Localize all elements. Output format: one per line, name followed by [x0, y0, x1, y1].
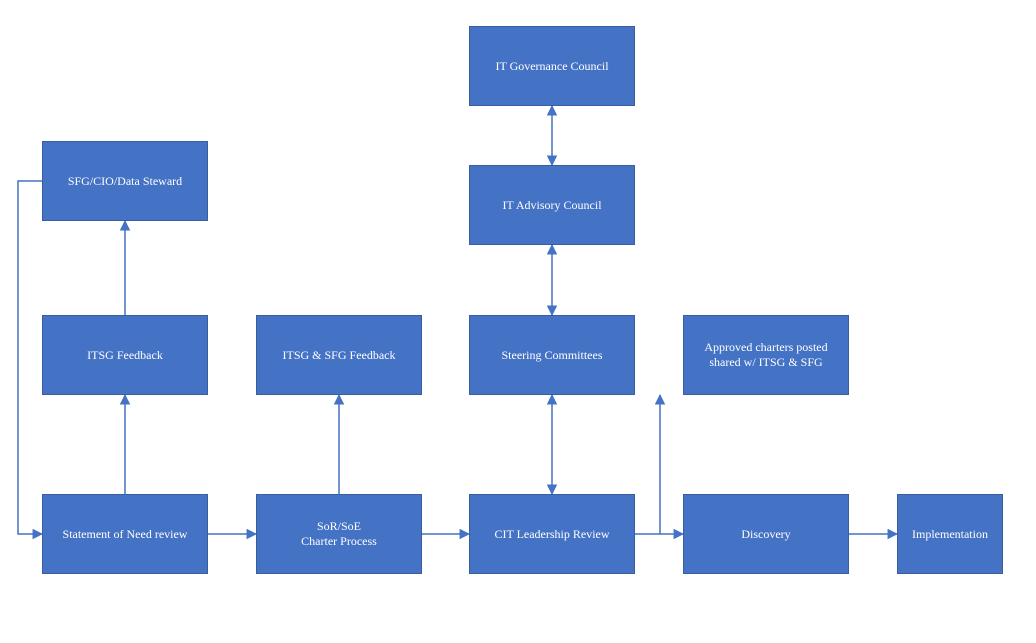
node-implementation: Implementation	[897, 494, 1003, 574]
node-label: SFG/CIO/Data Steward	[68, 174, 182, 189]
node-itsg-sfg: ITSG & SFG Feedback	[256, 315, 422, 395]
edge-sfg-to-statement-loop	[18, 181, 42, 534]
node-label: SoR/SoECharter Process	[301, 519, 377, 549]
node-discovery: Discovery	[683, 494, 849, 574]
node-cit-review: CIT Leadership Review	[469, 494, 635, 574]
diagram-canvas: SFG/CIO/Data Steward ITSG Feedback ITSG & …	[0, 0, 1036, 643]
node-label: CIT Leadership Review	[494, 527, 609, 542]
node-label: Statement of Need review	[63, 527, 188, 542]
node-approved: Approved charters posted shared w/ ITSG …	[683, 315, 849, 395]
node-label: Steering Committees	[502, 348, 603, 363]
node-label: IT Advisory Council	[502, 198, 601, 213]
node-itsg-feedback: ITSG Feedback	[42, 315, 208, 395]
node-label: Implementation	[912, 527, 988, 542]
node-statement: Statement of Need review	[42, 494, 208, 574]
node-steering: Steering Committees	[469, 315, 635, 395]
node-it-governance: IT Governance Council	[469, 26, 635, 106]
node-sfg-cio: SFG/CIO/Data Steward	[42, 141, 208, 221]
node-label: Approved charters posted shared w/ ITSG …	[692, 340, 840, 370]
node-it-advisory: IT Advisory Council	[469, 165, 635, 245]
node-sor-soe: SoR/SoECharter Process	[256, 494, 422, 574]
node-label: Discovery	[741, 527, 790, 542]
node-label: IT Governance Council	[495, 59, 608, 74]
node-label: ITSG Feedback	[87, 348, 163, 363]
node-label: ITSG & SFG Feedback	[283, 348, 396, 363]
